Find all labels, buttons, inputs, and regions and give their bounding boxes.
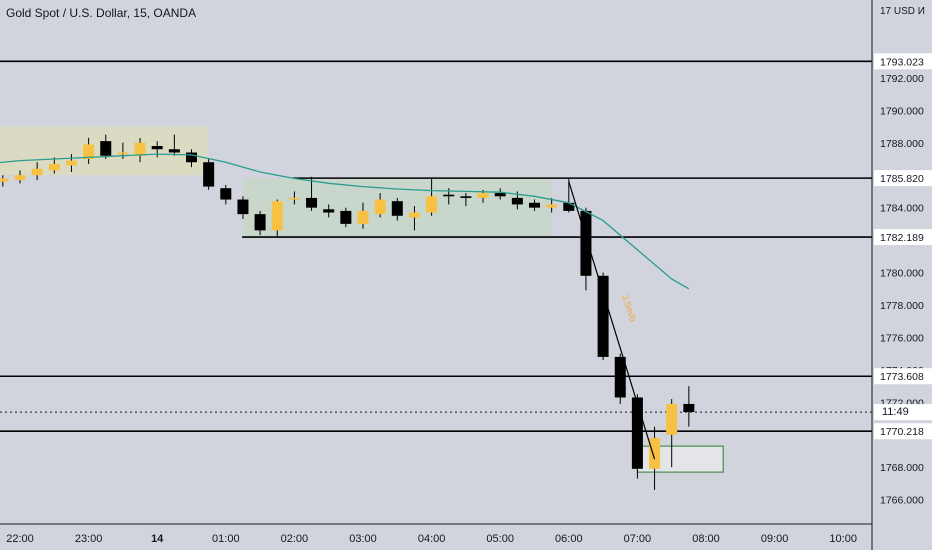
- candle-up: [477, 193, 489, 198]
- candle-up: [649, 438, 661, 469]
- price-line-label-bg: [874, 170, 932, 187]
- plot-background: [0, 0, 872, 524]
- x-tick-label: 08:00: [692, 533, 720, 545]
- moving-average-line: [0, 153, 690, 290]
- candle-down: [614, 356, 626, 398]
- candle-down: [100, 141, 112, 156]
- candle-down: [580, 210, 592, 276]
- trendline-layer: [568, 181, 656, 460]
- candle-down: [683, 403, 695, 413]
- price-line-label: 1773.608: [880, 371, 924, 383]
- y-tick-label: 1776.000: [880, 332, 924, 344]
- candle-up: [134, 142, 146, 156]
- candle-down: [631, 397, 643, 469]
- candle-up: [83, 144, 95, 159]
- candle-down: [529, 202, 540, 208]
- candles-layer: [0, 134, 695, 490]
- x-tick-label: 03:00: [349, 533, 377, 545]
- candle-down: [563, 202, 575, 211]
- x-tick-label: 14: [151, 533, 164, 545]
- candle-down: [494, 193, 506, 197]
- price-line-label: 1785.820: [880, 173, 924, 185]
- candle-up: [374, 199, 386, 215]
- candle-down: [237, 199, 249, 215]
- price-line-label-bg: [874, 368, 932, 385]
- candle-up: [546, 204, 558, 208]
- candle-up: [48, 163, 60, 171]
- candle-down: [597, 275, 609, 357]
- price-line-label-bg: [874, 423, 932, 440]
- y-tick-label: 1788.000: [880, 138, 924, 150]
- price-line-label: 1793.023: [880, 56, 924, 68]
- y-tick-label: 1778.000: [880, 300, 924, 312]
- candle-up: [271, 201, 283, 231]
- candle-down: [254, 214, 266, 231]
- bar-countdown: 11:49: [878, 405, 932, 419]
- candle-down: [460, 196, 472, 198]
- x-tick-label: 01:00: [212, 533, 240, 545]
- price-line-label-bg: [874, 229, 932, 246]
- trendline: [568, 181, 656, 460]
- y-tick-label: 1768.000: [880, 462, 924, 474]
- time-axis[interactable]: 22:00 23:00 14 01:00 02:00 03:00 04:00 05:00 06:…: [6, 533, 857, 545]
- candle-down: [220, 188, 232, 200]
- candle-up: [0, 178, 9, 182]
- x-tick-label: 02:00: [281, 533, 309, 545]
- candle-down: [443, 194, 455, 197]
- candle-down: [511, 197, 523, 205]
- candle-down: [306, 197, 318, 208]
- x-tick-label: 04:00: [418, 533, 446, 545]
- candle-up: [117, 152, 129, 155]
- x-tick-label: 07:00: [624, 533, 652, 545]
- candle-up: [31, 168, 43, 176]
- candle-up: [426, 196, 438, 213]
- x-tick-label: 10:00: [829, 533, 857, 545]
- x-tick-label: 09:00: [761, 533, 789, 545]
- candle-down: [340, 210, 352, 224]
- price-line-label: 1782.189: [880, 232, 924, 244]
- x-tick-label: 06:00: [555, 533, 583, 545]
- x-tick-label: 05:00: [486, 533, 514, 545]
- moving-average-layer: [0, 153, 690, 290]
- price-line-label-bg: [874, 53, 932, 70]
- price-line-label: 1770.218: [880, 426, 924, 438]
- y-tick-label: 1792.000: [880, 73, 924, 85]
- candle-up: [288, 197, 300, 200]
- currency-label: 17 USD И: [880, 6, 925, 17]
- price-axis[interactable]: 1766.0001768.0001770.0001772.0001774.000…: [880, 73, 924, 507]
- candle-up: [65, 160, 77, 166]
- candle-down: [151, 146, 163, 150]
- y-tick-label: 1780.000: [880, 268, 924, 280]
- candle-up: [14, 175, 26, 181]
- candle-up: [408, 212, 420, 218]
- candle-down: [391, 201, 403, 216]
- y-tick-label: 1790.000: [880, 105, 924, 117]
- candle-down: [168, 149, 180, 153]
- y-tick-label: 1784.000: [880, 203, 924, 215]
- chart-title: Gold Spot / U.S. Dollar, 15, OANDA: [6, 6, 197, 20]
- horizontal-lines-layer: [0, 60, 872, 433]
- y-tick-label: 1766.000: [880, 495, 924, 507]
- candle-down: [323, 209, 335, 213]
- candle-up: [357, 210, 369, 224]
- x-tick-label: 22:00: [6, 533, 34, 545]
- candle-down: [186, 152, 197, 163]
- x-tick-label: 23:00: [75, 533, 103, 545]
- candle-down: [203, 162, 215, 187]
- candle-up: [666, 403, 678, 435]
